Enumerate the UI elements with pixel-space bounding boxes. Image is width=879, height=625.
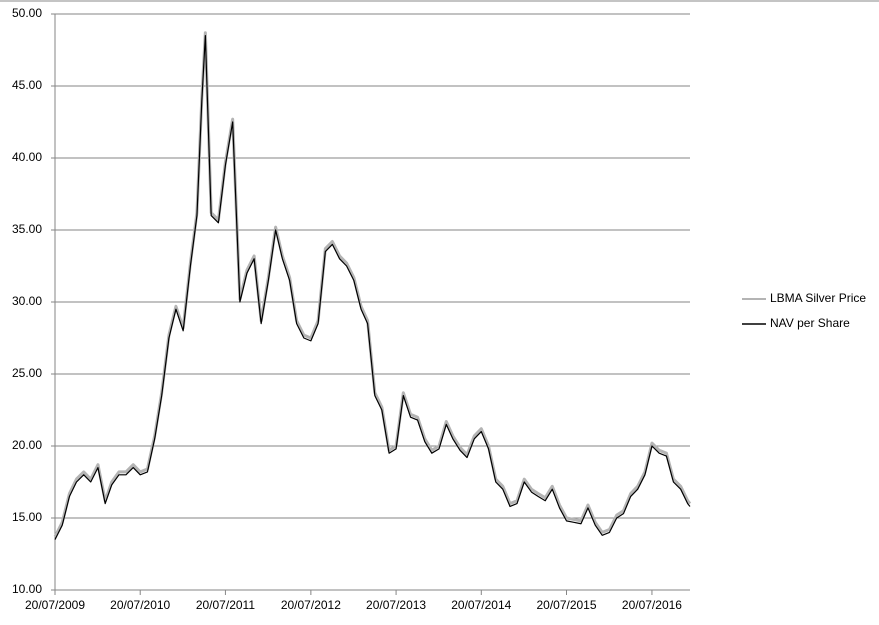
y-tick-label: 45.00 xyxy=(12,78,42,92)
x-tick-label: 20/07/2009 xyxy=(25,598,85,612)
y-tick-label: 20.00 xyxy=(12,438,42,452)
x-tick-label: 20/07/2014 xyxy=(451,598,511,612)
y-tick-label: 50.00 xyxy=(12,6,42,20)
x-tick-label: 20/07/2013 xyxy=(366,598,426,612)
y-tick-label: 35.00 xyxy=(12,222,42,236)
x-tick-label: 20/07/2016 xyxy=(622,598,682,612)
x-tick-label: 20/07/2012 xyxy=(281,598,341,612)
y-tick-label: 10.00 xyxy=(12,582,42,596)
y-tick-label: 40.00 xyxy=(12,150,42,164)
legend-label: LBMA Silver Price xyxy=(770,291,866,305)
y-tick-label: 25.00 xyxy=(12,366,42,380)
x-tick-label: 20/07/2010 xyxy=(110,598,170,612)
legend-label: NAV per Share xyxy=(770,316,850,330)
line-series xyxy=(54,35,691,540)
y-tick-label: 15.00 xyxy=(12,510,42,524)
y-tick-label: 30.00 xyxy=(12,294,42,308)
x-tick-label: 20/07/2015 xyxy=(536,598,596,612)
x-tick-label: 20/07/2011 xyxy=(196,598,255,612)
